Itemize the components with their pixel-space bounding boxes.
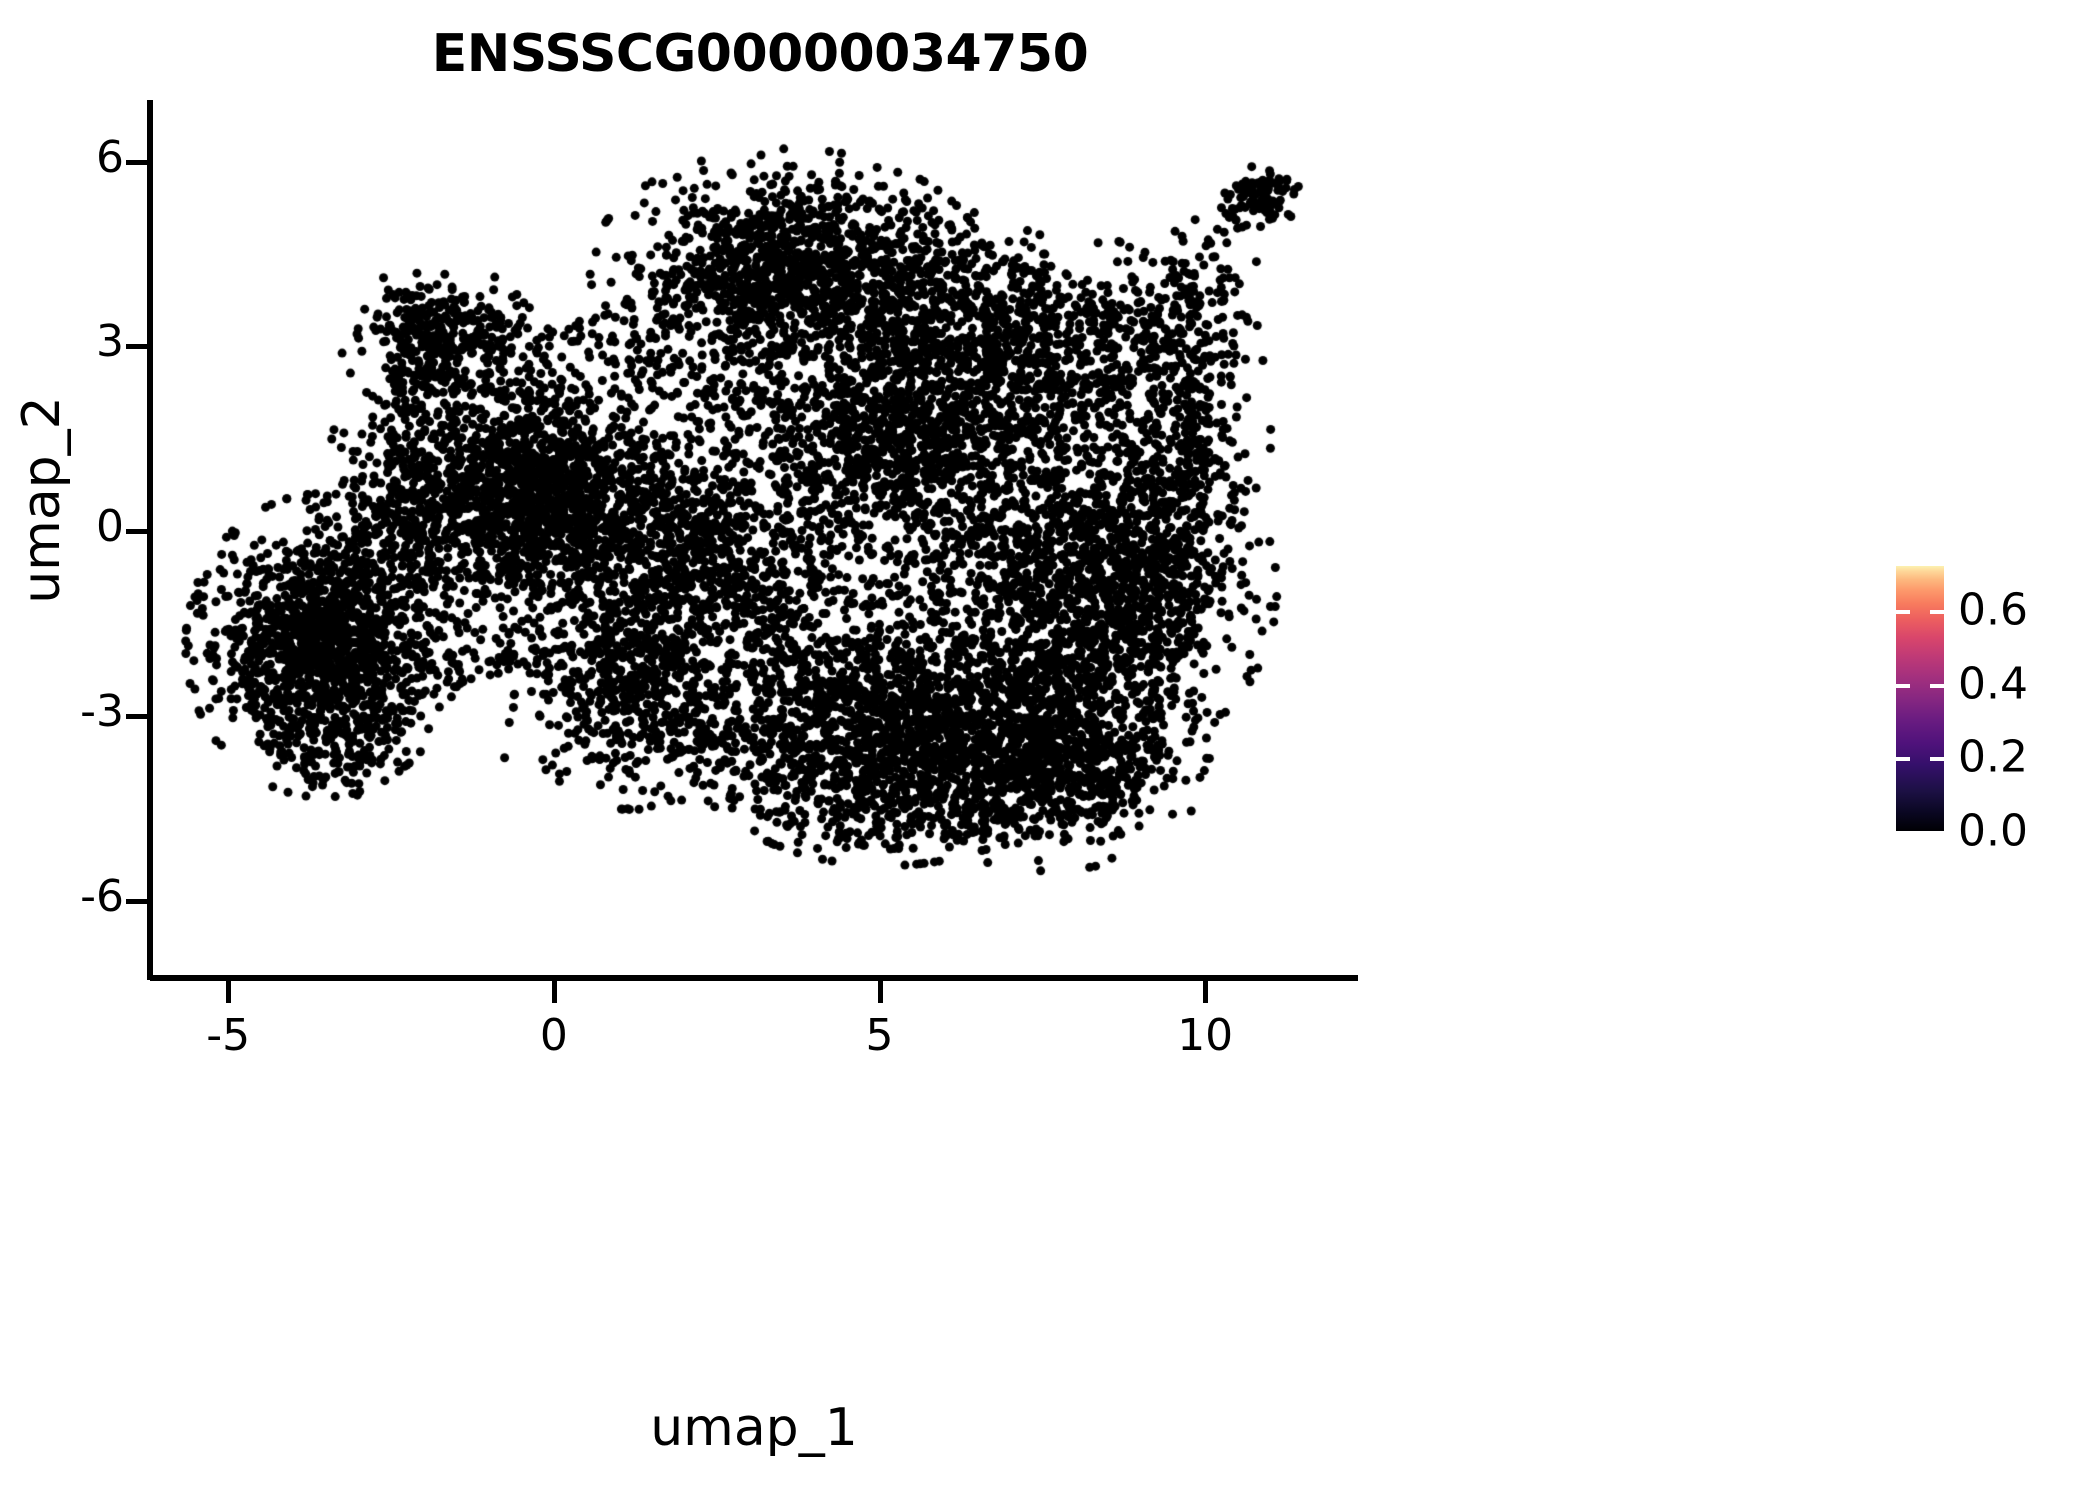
colorbar-tick-label: 0.0 xyxy=(1958,805,2028,857)
colorbar-tick-mark xyxy=(1930,610,1944,615)
y-tick-label: -6 xyxy=(80,871,124,923)
y-tick-label: 6 xyxy=(96,131,124,183)
colorbar-tick-mark xyxy=(1930,683,1944,688)
x-tick-label: 10 xyxy=(1177,1010,1234,1061)
y-tick-mark xyxy=(126,529,148,535)
colorbar-tick-label: 0.4 xyxy=(1958,658,2028,710)
colorbar-gradient xyxy=(1896,566,1944,831)
colorbar-tick-mark xyxy=(1930,831,1944,835)
x-axis-spine xyxy=(150,975,1358,981)
y-tick-label: -3 xyxy=(80,686,124,738)
x-tick-label: -5 xyxy=(206,1010,251,1061)
colorbar-tick-label: 0.2 xyxy=(1958,731,2028,783)
page-title: ENSSSCG00000034750 xyxy=(431,24,1089,84)
y-axis-label: umap_2 xyxy=(12,396,72,604)
y-tick-mark xyxy=(126,714,148,720)
y-tick-mark xyxy=(126,899,148,905)
x-tick-mark xyxy=(1203,981,1209,1003)
colorbar-tick-mark xyxy=(1896,831,1910,835)
y-tick-mark xyxy=(126,344,148,350)
x-tick-mark xyxy=(226,981,232,1003)
x-tick-mark xyxy=(551,981,557,1003)
colorbar-tick-mark xyxy=(1896,610,1910,615)
y-tick-label: 0 xyxy=(96,501,124,553)
colorbar-tick-label: 0.6 xyxy=(1958,584,2028,636)
y-tick-label: 3 xyxy=(96,316,124,368)
x-tick-label: 5 xyxy=(865,1010,894,1061)
colorbar-tick-mark xyxy=(1896,683,1910,688)
colorbar-tick-mark xyxy=(1896,757,1910,762)
scatter-plot-canvas xyxy=(150,100,1355,975)
x-tick-label: 0 xyxy=(539,1010,568,1061)
y-tick-mark xyxy=(126,159,148,165)
x-axis-label: umap_1 xyxy=(650,1398,858,1458)
colorbar-tick-mark xyxy=(1930,757,1944,762)
x-tick-mark xyxy=(877,981,883,1003)
